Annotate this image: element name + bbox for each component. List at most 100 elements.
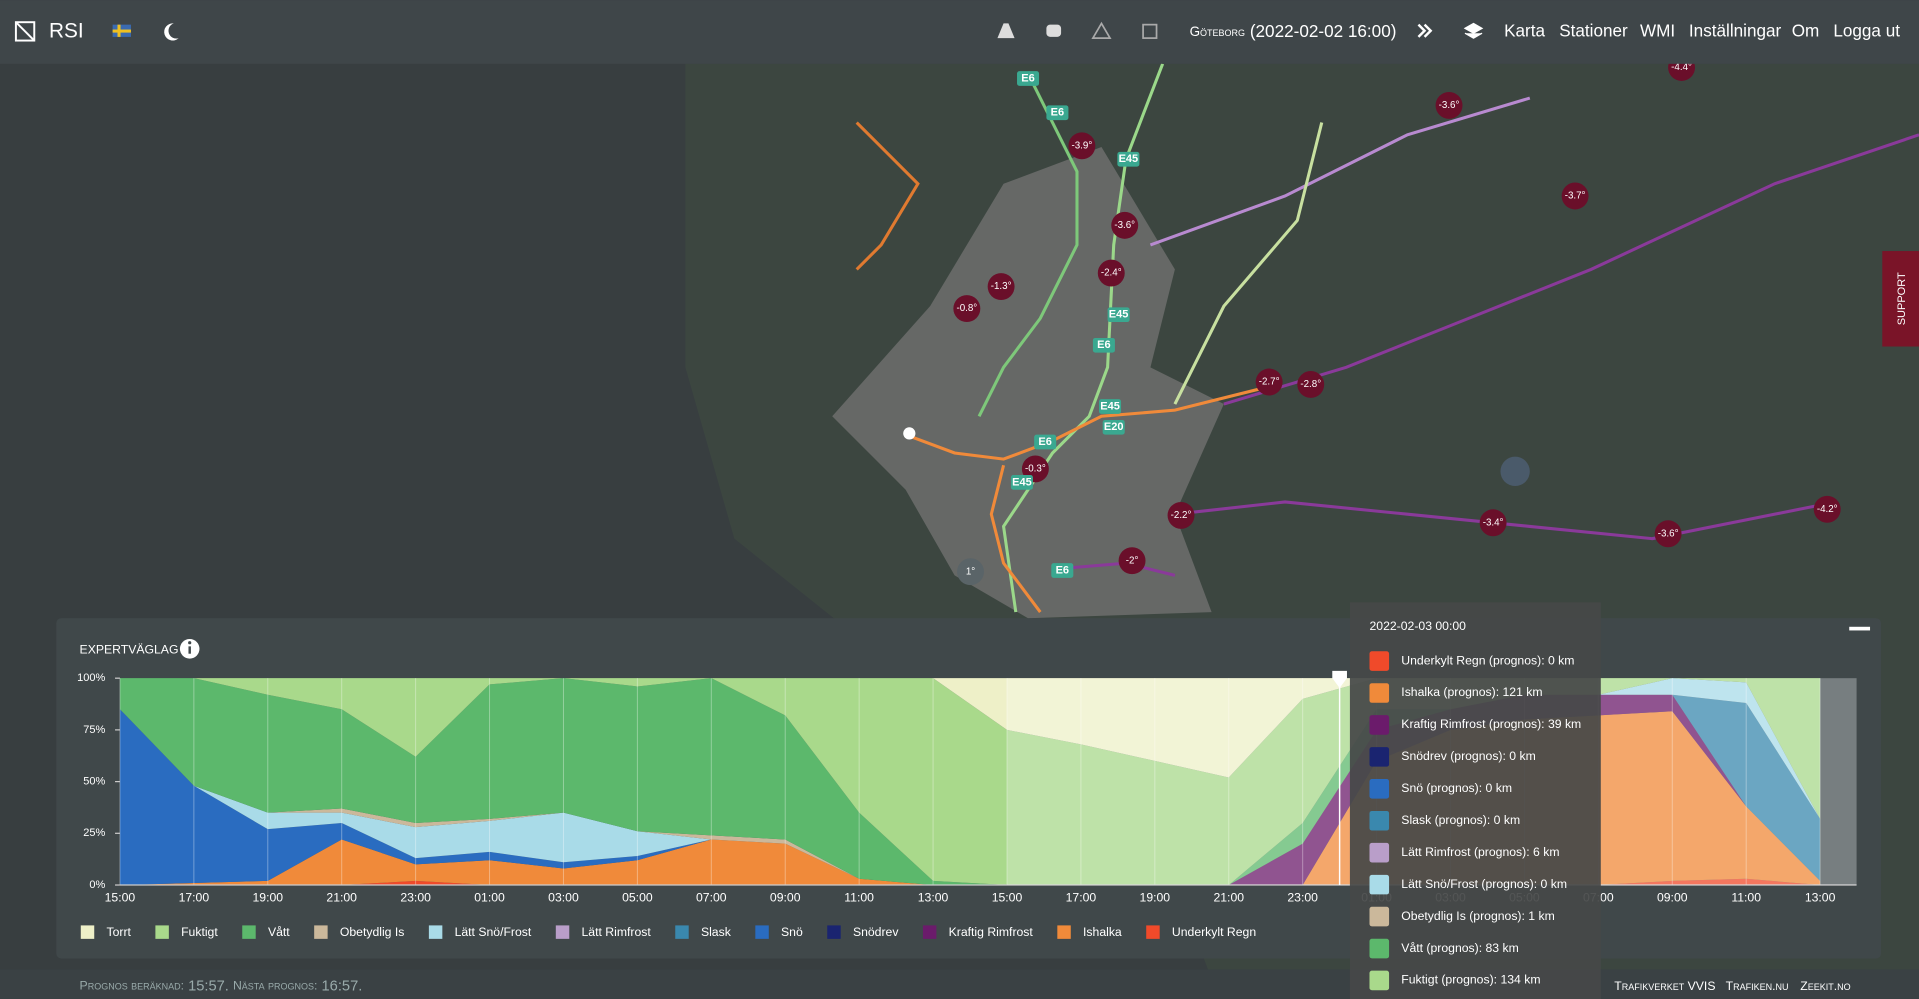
legend-label[interactable]: Torrt (106, 925, 131, 939)
marker-label: -2.8° (1300, 379, 1321, 390)
x-tick-label: 15:00 (992, 891, 1023, 905)
tooltip-title: 2022-02-03 00:00 (1369, 619, 1466, 633)
legend-swatch (555, 925, 570, 939)
tooltip-swatch (1369, 810, 1390, 831)
location[interactable]: Göteborg (2022-02-02 16:00) (1190, 21, 1397, 41)
tooltip-item: Slask (prognos): 0 km (1401, 813, 1520, 827)
nav-link[interactable]: Karta (1504, 21, 1545, 41)
road-icon[interactable] (997, 23, 1015, 39)
legend-label[interactable]: Obetydlig Is (340, 925, 405, 939)
legend-label[interactable]: Snö (781, 925, 803, 939)
temperature-marker[interactable]: -0.8° (953, 295, 981, 323)
legend-label[interactable]: Fuktigt (181, 925, 218, 939)
next-time: 16:57. (322, 978, 363, 994)
road-label: E6 (1021, 72, 1034, 84)
x-tick-label: 07:00 (696, 891, 727, 905)
road-label: E6 (1097, 339, 1110, 351)
legend-label[interactable]: Lätt Rimfrost (582, 925, 652, 939)
legend-label[interactable]: Ishalka (1083, 925, 1122, 939)
road-label: E45 (1012, 476, 1032, 488)
nav-link[interactable]: Om (1792, 21, 1820, 41)
temperature-marker[interactable]: -2° (1118, 547, 1146, 575)
temperature-marker[interactable]: -3.4° (1479, 509, 1507, 537)
binoculars-icon[interactable] (1046, 24, 1062, 37)
footer-link[interactable]: Trafiken.nu (1726, 979, 1789, 993)
nav: Karta Stationer WMI Inställningar Om Logga ut (1504, 21, 1900, 41)
logo-icon-line (15, 21, 35, 42)
legend-swatch (922, 925, 937, 939)
temperature-marker[interactable]: -4.2° (1813, 495, 1841, 523)
temperature-marker[interactable]: -2.7° (1255, 368, 1283, 396)
temperature-marker[interactable]: -2.4° (1097, 259, 1125, 287)
nav-link[interactable]: Stationer (1559, 21, 1628, 41)
tooltip-item: Snö (prognos): 0 km (1401, 781, 1512, 795)
flag[interactable] (112, 24, 131, 37)
area-series (119, 678, 1821, 778)
next-icon[interactable] (1417, 23, 1433, 38)
marker-dot (1435, 91, 1463, 119)
tooltip-item: Kraftig Rimfrost (prognos): 39 km (1401, 717, 1581, 731)
temperature-marker[interactable]: -2.8° (1297, 370, 1325, 398)
tooltip-swatch (1369, 970, 1390, 991)
legend-swatch (428, 925, 443, 939)
legend-swatch (314, 925, 328, 939)
temperature-marker[interactable]: -2.2° (1167, 501, 1195, 529)
marker-dot (957, 558, 984, 586)
area-series (119, 678, 1821, 886)
road-badge (1102, 419, 1125, 435)
marker-dot (1068, 132, 1096, 160)
x-tick-label: 15:00 (105, 891, 136, 905)
x-tick-label: 23:00 (1287, 891, 1318, 905)
legend-label[interactable]: Snödrev (853, 925, 899, 939)
legend-label[interactable]: Vått (268, 925, 290, 939)
road-label: E45 (1100, 400, 1120, 412)
footer-link[interactable]: Trafikverket VVIS (1614, 979, 1715, 993)
nav-link[interactable]: WMI (1640, 21, 1675, 41)
x-tick-label: 19:00 (1140, 891, 1171, 905)
road-label: E45 (1119, 153, 1139, 165)
layers-icon[interactable] (1463, 22, 1484, 39)
road-badge (1034, 434, 1057, 450)
calendar-icon[interactable] (1142, 23, 1158, 39)
legend-label[interactable]: Underkylt Regn (1172, 925, 1256, 939)
marker-label: -3.6° (1658, 528, 1679, 539)
tooltip-swatch (1369, 779, 1390, 799)
tooltip-swatch (1369, 874, 1390, 895)
minimize-button[interactable] (1849, 626, 1871, 631)
temperature-marker[interactable]: -3.6° (1435, 91, 1463, 119)
x-tick-label: 09:00 (770, 891, 801, 905)
legend-label[interactable]: Slask (701, 925, 732, 939)
legend-label[interactable]: Kraftig Rimfrost (949, 925, 1034, 939)
road-badge (1051, 563, 1074, 578)
dark-mode-toggle[interactable] (164, 23, 179, 41)
temperature-marker[interactable]: -3.7° (1561, 182, 1589, 210)
map-overlays: -4.4° -3.6° -3.9° -3.7° -3.6° -2.4° -1.3° -0.8°… (953, 54, 1841, 586)
road-label: E6 (1051, 107, 1064, 119)
legend-swatch (827, 925, 841, 939)
temperature-marker[interactable]: -3.6° (1111, 211, 1139, 239)
hover-handle[interactable] (1332, 670, 1347, 688)
info-icon[interactable] (179, 639, 200, 659)
location-time: (2022-02-02 16:00) (1250, 21, 1397, 41)
nav-link[interactable]: Inställningar (1689, 21, 1782, 41)
tooltip-swatch (1369, 906, 1390, 927)
temperature-marker[interactable]: -3.6° (1654, 520, 1682, 548)
legend-label[interactable]: Lätt Snö/Frost (455, 925, 532, 939)
logo[interactable]: RSI (14, 19, 84, 42)
nav-link[interactable]: Logga ut (1833, 21, 1900, 41)
support-tab[interactable] (1882, 251, 1919, 347)
footer-link[interactable]: Zeekit.no (1800, 979, 1850, 993)
tooltip-item: Lätt Snö/Frost (prognos): 0 km (1401, 877, 1567, 891)
temperature-marker[interactable]: -3.9° (1068, 132, 1096, 160)
temperature-marker[interactable]: -1.3° (987, 273, 1015, 301)
temperature-marker[interactable]: 1° (957, 558, 984, 586)
next-label: Nästa prognos: (233, 979, 317, 993)
marker-label: -2.7° (1259, 377, 1280, 388)
road-label: E20 (1104, 421, 1124, 433)
tooltip-swatch (1369, 651, 1390, 671)
x-tick-label: 13:00 (918, 891, 949, 905)
warning-icon[interactable] (1091, 21, 1112, 39)
x-tick-label: 13:00 (1805, 891, 1836, 905)
marker-dot (1813, 495, 1841, 523)
tooltip-item: Vått (prognos): 83 km (1401, 941, 1519, 955)
